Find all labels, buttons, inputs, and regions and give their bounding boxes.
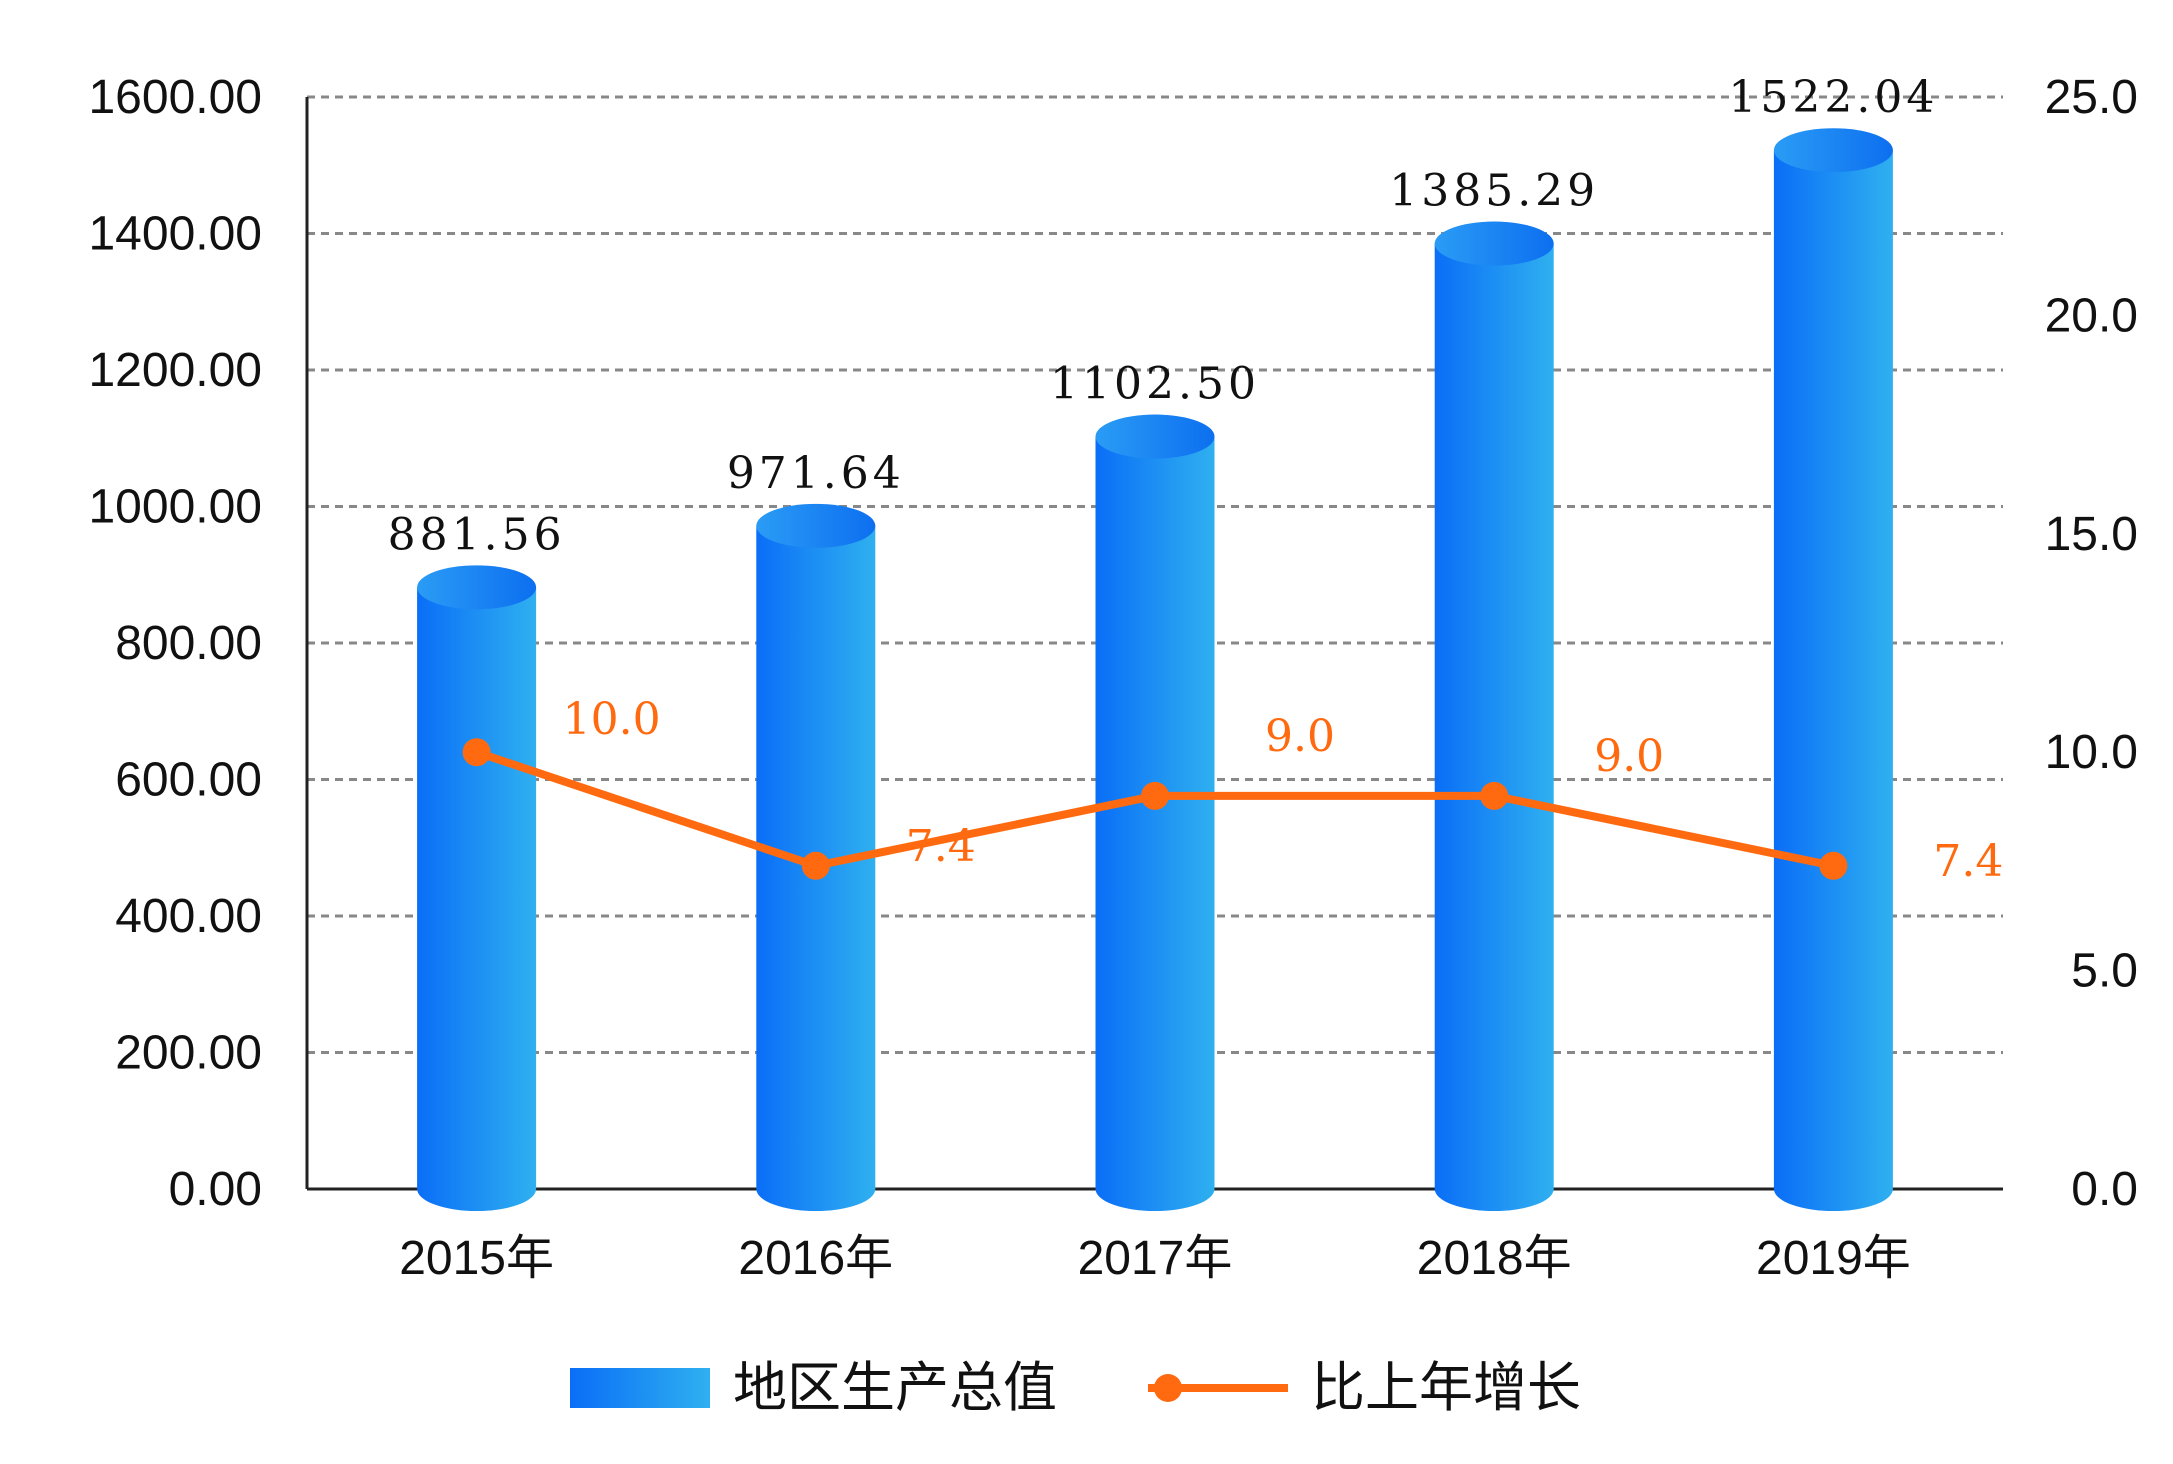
- bar-value-label: 881.56: [388, 509, 566, 560]
- y-right-tick-label: 20.0: [2045, 289, 2138, 342]
- y-left-tick-label: 0.00: [169, 1163, 262, 1216]
- bar: [1095, 414, 1215, 1211]
- growth-point: [1141, 781, 1169, 810]
- bar-series: [417, 128, 1893, 1211]
- growth-point: [1480, 781, 1509, 810]
- bar-base: [756, 1167, 876, 1211]
- bar-cap: [417, 565, 537, 610]
- y-left-tick-label: 1400.00: [88, 208, 262, 261]
- bar-cap: [1434, 221, 1554, 266]
- bar-body: [417, 587, 537, 1189]
- growth-value-label: 9.0: [1265, 711, 1335, 762]
- growth-point: [1819, 851, 1848, 880]
- bar: [417, 565, 537, 1211]
- bar-cap: [1095, 414, 1215, 459]
- y-left-tick-label: 1600.00: [88, 71, 262, 124]
- x-tick-label: 2018年: [1417, 1232, 1572, 1285]
- bar-base: [1434, 1167, 1554, 1211]
- bar-value-label: 1102.50: [1050, 359, 1260, 410]
- bar-body: [1773, 150, 1893, 1189]
- x-tick-label: 2016年: [738, 1232, 893, 1285]
- growth-point: [801, 851, 830, 880]
- growth-value-label: 7.4: [906, 821, 976, 872]
- bar-cap: [1773, 128, 1893, 173]
- y-left-tick-label: 1000.00: [88, 481, 262, 534]
- line-series: [462, 738, 1848, 880]
- y-left-tick-label: 400.00: [115, 890, 262, 943]
- bar-body: [1434, 243, 1554, 1190]
- y-left-tick-label: 200.00: [115, 1027, 262, 1080]
- bar: [1773, 128, 1893, 1211]
- bar-base: [417, 1167, 537, 1211]
- y-right-tick-label: 15.0: [2045, 508, 2138, 561]
- y-right-tick-label: 0.0: [2071, 1163, 2138, 1216]
- growth-point: [462, 738, 491, 767]
- bar-value-label: 1385.29: [1389, 166, 1599, 217]
- x-tick-label: 2017年: [1078, 1232, 1233, 1285]
- bar-value-label: 1522.04: [1728, 72, 1938, 123]
- legend-swatch-bar: [570, 1368, 710, 1408]
- y-left-tick-label: 1200.00: [88, 344, 262, 397]
- y-left-tick-label: 600.00: [115, 754, 262, 807]
- legend-label-line: 比上年增长: [1311, 1358, 1581, 1418]
- growth-value-label: 10.0: [563, 694, 661, 745]
- y-right-tick-label: 10.0: [2045, 726, 2138, 779]
- data-labels: 881.56 971.64 1102.50 1385.29 1522.04 10.0 7.4…: [388, 72, 2004, 887]
- y-left-tick-label: 800.00: [115, 617, 262, 670]
- axes: 0.00 200.00 400.00 600.00 800.00 1000.00 1200.…: [88, 71, 2138, 1285]
- bar-value-label: 971.64: [727, 448, 905, 499]
- growth-value-label: 7.4: [1933, 836, 2003, 887]
- legend-swatch-marker: [1154, 1374, 1182, 1402]
- y-right-tick-label: 5.0: [2071, 945, 2138, 998]
- legend-label-bar: 地区生产总值: [733, 1358, 1057, 1418]
- bar-cap: [756, 503, 876, 548]
- bar-body: [1095, 436, 1215, 1189]
- bar: [1434, 221, 1554, 1211]
- bar-base: [1773, 1167, 1893, 1211]
- bar-base: [1095, 1167, 1215, 1211]
- x-tick-label: 2015年: [399, 1232, 554, 1285]
- x-tick-label: 2019年: [1756, 1232, 1911, 1285]
- y-right-tick-label: 25.0: [2045, 71, 2138, 124]
- legend: 地区生产总值 比上年增长: [570, 1358, 1581, 1418]
- growth-value-label: 9.0: [1594, 731, 1664, 782]
